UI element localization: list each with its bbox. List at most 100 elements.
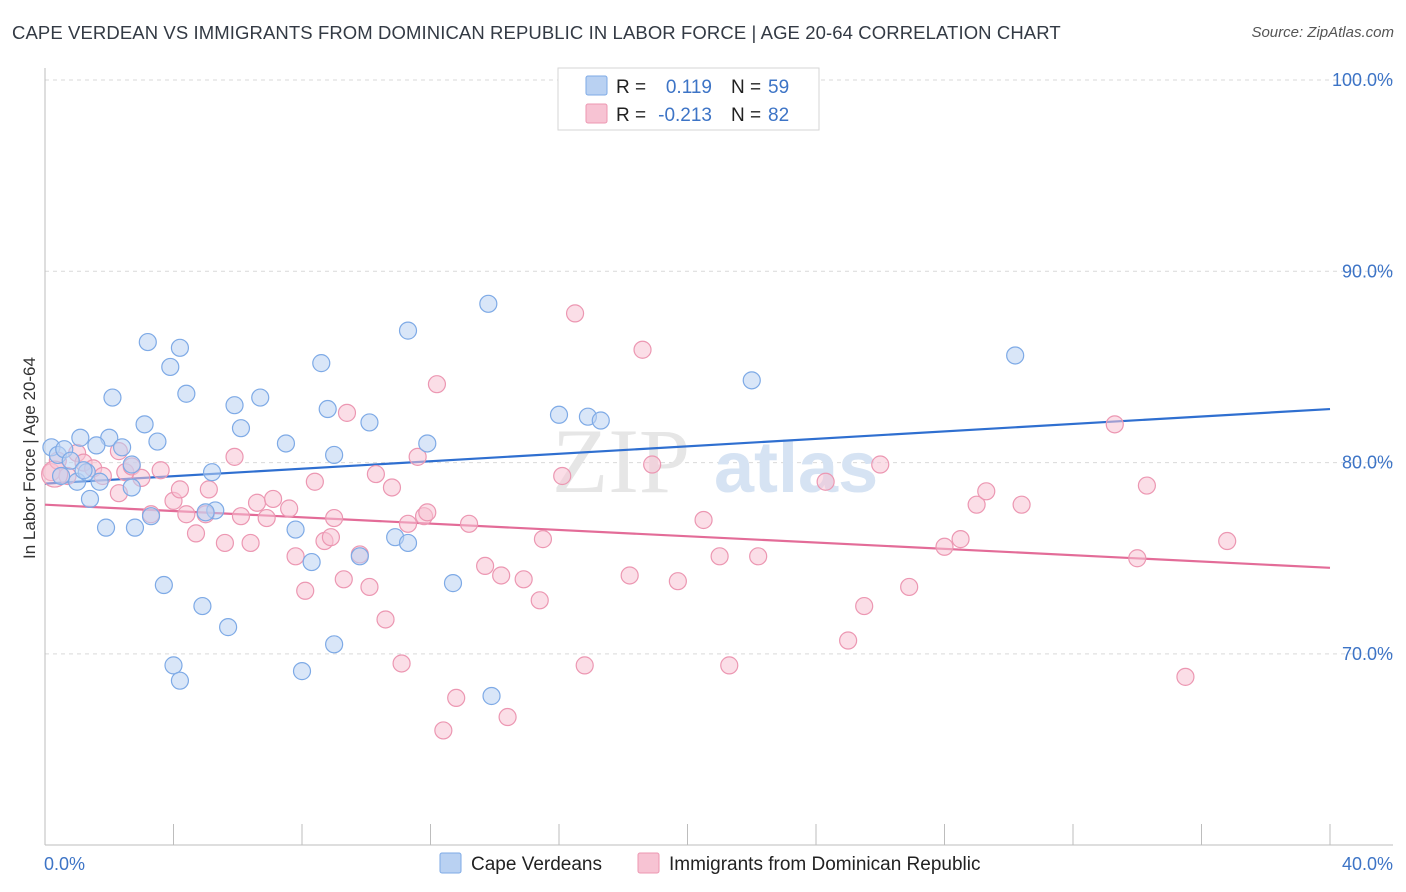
data-point-pink — [418, 503, 437, 522]
data-point-pink — [376, 610, 395, 629]
watermark: ZIP atlas — [552, 410, 878, 512]
data-point-pink — [575, 656, 594, 675]
data-point-blue — [196, 503, 215, 522]
data-point-pink — [459, 514, 479, 533]
data-point-pink — [839, 631, 858, 650]
y-tick-label: 100.0% — [1332, 70, 1393, 90]
data-point-pink — [280, 499, 299, 518]
legend-n-value-1: 59 — [768, 77, 789, 98]
data-point-pink — [816, 472, 835, 491]
data-point-blue — [418, 434, 437, 453]
data-point-pink — [967, 495, 986, 514]
data-point-blue — [71, 428, 90, 447]
legend-r-value-2: -0.213 — [658, 105, 712, 126]
data-point-pink — [533, 530, 553, 549]
x-tick-max: 40.0% — [1342, 854, 1393, 874]
legend-r-label-2: R = — [616, 105, 646, 126]
data-point-blue — [231, 419, 251, 438]
data-point-blue — [443, 574, 463, 593]
data-point-pink — [398, 514, 418, 533]
bottom-legend-label-1: Cape Verdeans — [471, 854, 602, 875]
y-tick-labels: 70.0% 80.0% 90.0% 100.0% — [1332, 70, 1393, 664]
data-point-blue — [398, 321, 418, 340]
data-point-blue — [302, 552, 321, 572]
bottom-legend-swatch-pink — [637, 852, 660, 874]
data-point-pink — [382, 478, 402, 497]
data-point-pink — [633, 340, 652, 359]
data-point-blue — [164, 656, 183, 675]
data-point-blue — [202, 463, 222, 482]
data-point-blue — [482, 686, 501, 706]
data-point-pink — [263, 489, 283, 509]
data-point-blue — [325, 445, 344, 465]
data-point-pink — [286, 547, 305, 566]
data-point-blue — [549, 405, 569, 424]
data-point-blue — [177, 384, 196, 403]
data-point-pink — [1176, 667, 1195, 686]
data-point-pink — [720, 656, 739, 675]
data-point-pink — [334, 570, 353, 589]
data-point-pink — [1012, 495, 1031, 514]
watermark-zip: ZIP — [552, 410, 690, 512]
data-point-blue — [135, 415, 154, 434]
data-point-blue — [122, 455, 141, 474]
data-point-blue — [742, 371, 761, 390]
bottom-legend-label-2: Immigrants from Dominican Republic — [669, 854, 981, 875]
data-point-pink — [360, 577, 379, 597]
data-point-pink — [514, 570, 533, 589]
data-point-blue — [170, 671, 190, 690]
data-point-pink — [151, 461, 170, 480]
data-point-blue — [96, 518, 116, 537]
y-axis-title: In Labor Force | Age 20-64 — [20, 357, 39, 559]
data-point-pink — [694, 510, 713, 530]
data-point-pink — [530, 591, 549, 610]
data-point-blue — [125, 518, 145, 537]
data-point-blue — [141, 507, 161, 526]
data-point-blue — [325, 635, 344, 654]
data-point-pink — [643, 455, 662, 474]
data-point-blue — [148, 432, 167, 451]
data-point-pink — [710, 547, 729, 566]
data-point-blue — [350, 547, 369, 566]
data-point-blue — [87, 436, 106, 455]
data-point-pink — [951, 530, 970, 549]
data-point-pink — [321, 528, 341, 547]
legend-box: R = 0.119 N = 59 R = -0.213 N = 82 — [557, 67, 820, 131]
data-point-blue — [479, 294, 498, 313]
legend-swatch-blue — [585, 75, 608, 96]
legend-r-label-1: R = — [616, 77, 646, 98]
data-point-blue — [251, 388, 270, 407]
data-point-pink — [225, 447, 244, 466]
x-tick-min: 0.0% — [44, 854, 85, 874]
data-point-blue — [193, 596, 212, 616]
bottom-legend: Cape Verdeans Immigrants from Dominican … — [439, 852, 981, 875]
data-point-blue — [122, 478, 141, 497]
data-point-blue — [1006, 346, 1025, 365]
data-point-pink — [199, 480, 218, 499]
data-point-blue — [80, 489, 100, 509]
legend-swatch-pink — [585, 103, 608, 124]
watermark-atlas: atlas — [714, 428, 878, 508]
data-point-pink — [186, 524, 206, 543]
source-credit: Source: ZipAtlas.com — [1251, 24, 1394, 41]
data-point-blue — [360, 413, 379, 432]
data-point-blue — [286, 520, 305, 539]
data-point-blue — [112, 438, 132, 457]
y-tick-label: 80.0% — [1342, 453, 1393, 473]
data-point-pink — [434, 721, 453, 740]
data-point-pink — [427, 375, 447, 394]
data-point-pink — [305, 472, 324, 491]
data-point-pink — [408, 447, 427, 466]
data-point-pink — [392, 654, 411, 673]
data-point-blue — [90, 472, 109, 491]
data-point-blue — [318, 399, 337, 419]
data-point-blue — [138, 332, 157, 352]
data-point-pink — [668, 572, 687, 591]
data-point-pink — [215, 533, 234, 553]
legend-n-label-1: N = — [731, 77, 761, 98]
data-point-blue — [103, 388, 122, 407]
bottom-legend-swatch-blue — [439, 852, 462, 874]
axes — [44, 68, 1393, 846]
data-point-blue — [591, 411, 610, 430]
